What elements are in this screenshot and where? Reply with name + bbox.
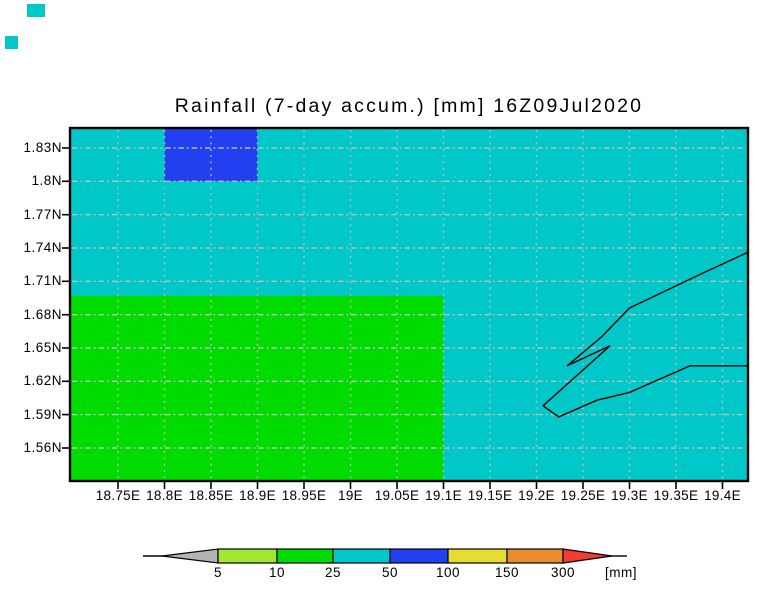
x-tick-label-19.05E: 19.05E bbox=[374, 488, 420, 503]
y-tick-label-1.68N: 1.68N bbox=[23, 306, 62, 322]
y-tick-label-1.8N: 1.8N bbox=[31, 173, 62, 189]
y-tick-label-1.56N: 1.56N bbox=[23, 439, 62, 455]
x-tick-label-19E: 19E bbox=[338, 488, 363, 503]
coastline bbox=[541, 251, 748, 418]
stray-pixel-artifact-2 bbox=[5, 36, 18, 49]
cell-1 bbox=[70, 295, 444, 481]
colorbar-level-100: 100 bbox=[435, 565, 461, 580]
colorbar-level-25: 25 bbox=[324, 565, 342, 580]
x-tick-label-19.15E: 19.15E bbox=[467, 488, 513, 503]
y-tick-label-1.77N: 1.77N bbox=[23, 206, 62, 222]
x-tick-label-19.35E: 19.35E bbox=[653, 488, 699, 503]
y-tick-label-1.65N: 1.65N bbox=[23, 339, 62, 355]
colorbar-segment-0 bbox=[217, 548, 278, 564]
x-tick-label-18.85E: 18.85E bbox=[188, 488, 234, 503]
x-tick-label-19.1E: 19.1E bbox=[425, 488, 462, 503]
x-tick-label-18.75E: 18.75E bbox=[95, 488, 141, 503]
x-tick-label-19.25E: 19.25E bbox=[560, 488, 606, 503]
x-tick-label-19.3E: 19.3E bbox=[611, 488, 648, 503]
colorbar-unit-label: [mm] bbox=[605, 565, 637, 580]
colorbar-level-50: 50 bbox=[381, 565, 399, 580]
colorbar-above-arrow bbox=[562, 548, 613, 564]
y-tick-label-1.71N: 1.71N bbox=[23, 273, 62, 289]
chart-title: Rainfall (7-day accum.) [mm] 16Z09Jul202… bbox=[174, 95, 644, 117]
stray-pixel-artifact-1 bbox=[27, 4, 45, 17]
colorbar-level-300: 300 bbox=[550, 565, 576, 580]
colorbar-segment-4 bbox=[447, 548, 508, 564]
x-tick-label-19.2E: 19.2E bbox=[518, 488, 555, 503]
colorbar-level-10: 10 bbox=[268, 565, 286, 580]
y-tick-label-1.74N: 1.74N bbox=[23, 239, 62, 255]
colorbar-segment-1 bbox=[276, 548, 334, 564]
y-tick-label-1.59N: 1.59N bbox=[23, 406, 62, 422]
y-tick-label-1.83N: 1.83N bbox=[23, 140, 62, 155]
colorbar-segment-2 bbox=[332, 548, 391, 564]
x-tick-label-18.9E: 18.9E bbox=[239, 488, 276, 503]
x-tick-label-18.8E: 18.8E bbox=[146, 488, 183, 503]
colorbar-segment-3 bbox=[389, 548, 449, 564]
y-tick-label-1.62N: 1.62N bbox=[23, 373, 62, 389]
colorbar-below-arrow bbox=[161, 548, 219, 564]
x-tick-label-18.95E: 18.95E bbox=[281, 488, 327, 503]
colorbar-level-5: 5 bbox=[213, 565, 222, 580]
x-tick-label-19.4E: 19.4E bbox=[704, 488, 741, 503]
colorbar-segment-5 bbox=[506, 548, 564, 564]
cell-2 bbox=[164, 128, 258, 182]
colorbar-level-150: 150 bbox=[494, 565, 520, 580]
